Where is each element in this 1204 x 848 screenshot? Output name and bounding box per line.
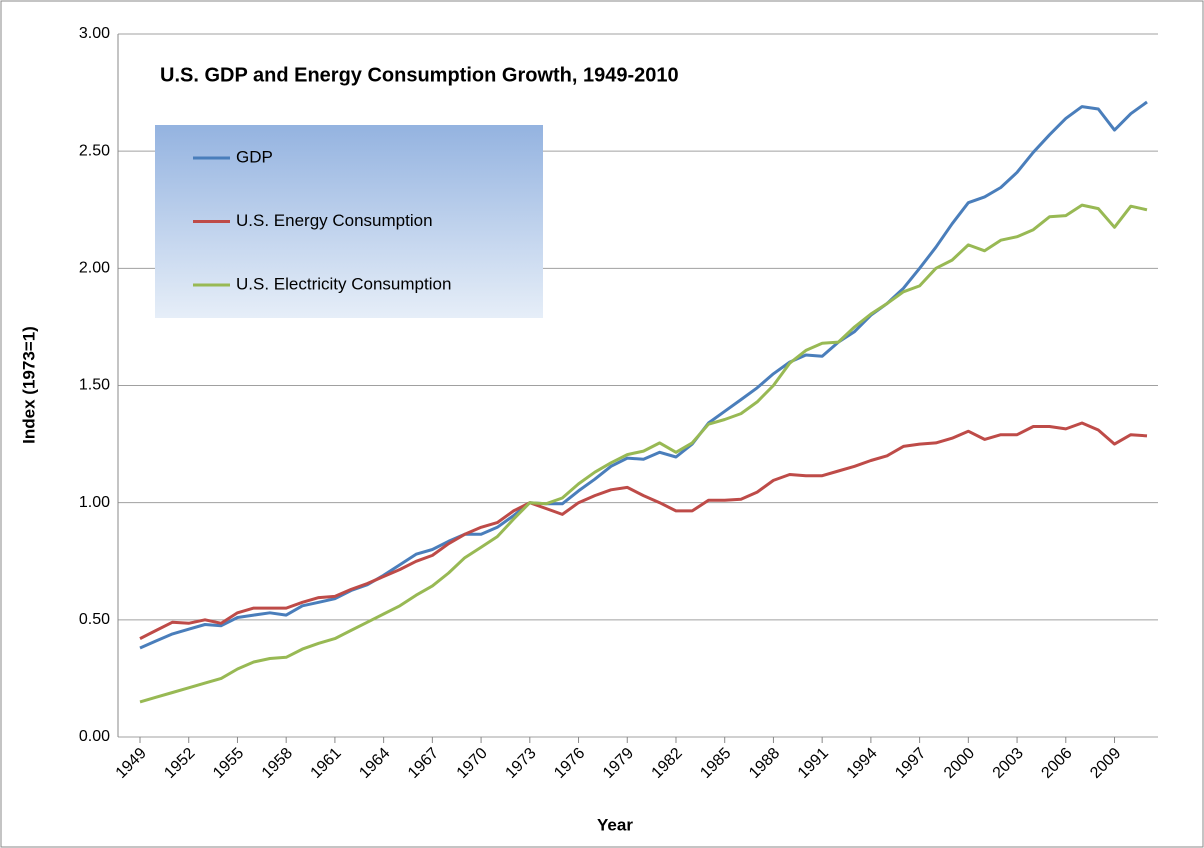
x-axis-label: Year [597,815,633,834]
chart-title: U.S. GDP and Energy Consumption Growth, … [160,64,679,86]
y-tick-label: 2.50 [79,142,110,159]
legend-label: GDP [236,147,273,166]
y-tick-label: 1.00 [79,494,110,511]
series-line [139,100,1148,650]
y-tick-label: 0.00 [79,728,110,745]
y-tick-label: 2.00 [79,260,110,277]
y-axis-label: Index (1973=1) [19,326,38,444]
legend-label: U.S. Electricity Consumption [236,274,451,293]
legend-label: U.S. Energy Consumption [236,211,433,230]
series-line [139,203,1148,704]
series-line [139,421,1148,640]
y-tick-label: 1.50 [79,377,110,394]
y-tick-label: 3.00 [79,25,110,42]
y-tick-label: 0.50 [79,611,110,628]
